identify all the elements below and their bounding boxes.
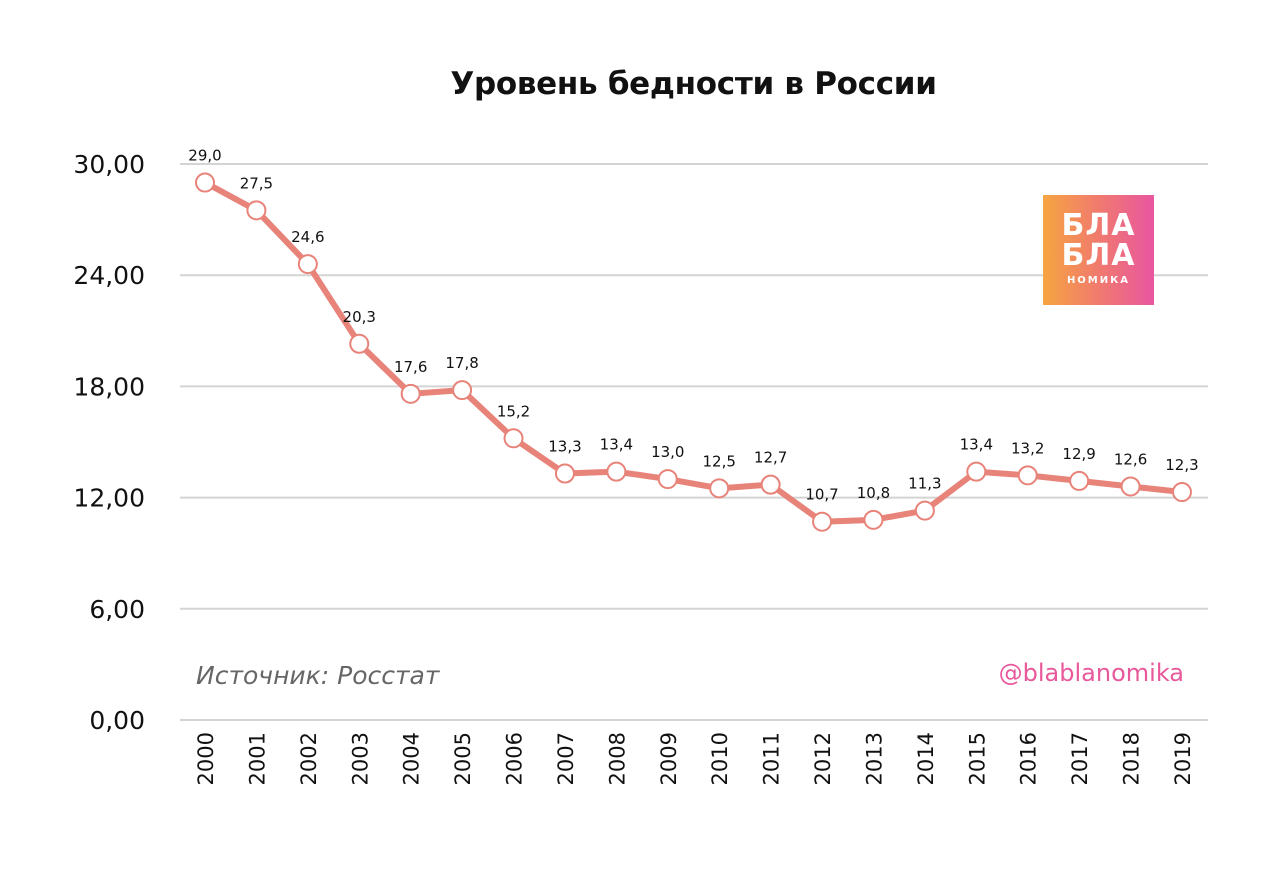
source-note: Источник: Росстат <box>196 661 440 690</box>
data-label: 10,7 <box>805 486 838 504</box>
x-tick-label: 2015 <box>965 732 989 785</box>
data-point <box>195 172 215 193</box>
data-point <box>297 254 318 275</box>
data-label: 12,5 <box>702 452 735 470</box>
y-tick-label: 30,00 <box>73 150 145 179</box>
x-tick-label: 2016 <box>1017 732 1041 785</box>
data-point <box>1171 482 1192 503</box>
x-tick-label: 2003 <box>348 732 372 785</box>
logo-line-1: БЛА <box>1061 208 1136 243</box>
data-label: 27,5 <box>240 174 273 192</box>
data-point <box>812 511 833 532</box>
data-label: 11,3 <box>908 475 941 493</box>
blablanomika-logo: БЛА БЛА НОМИКА <box>1043 195 1154 305</box>
x-tick-label: 2009 <box>657 732 681 785</box>
data-label: 17,6 <box>394 358 427 376</box>
x-tick-label: 2018 <box>1120 732 1144 785</box>
x-tick-label: 2000 <box>194 732 218 785</box>
data-label: 12,3 <box>1165 456 1198 474</box>
x-tick-label: 2005 <box>451 732 475 785</box>
x-tick-label: 2011 <box>760 732 784 785</box>
y-tick-label: 0,00 <box>89 706 145 735</box>
data-point <box>1069 470 1090 491</box>
data-point <box>400 383 421 404</box>
chart-title: Уровень бедности в России <box>450 66 937 102</box>
x-tick-label: 2006 <box>503 732 527 785</box>
x-tick-label: 2014 <box>914 732 938 785</box>
data-point <box>452 380 473 401</box>
x-tick-label: 2001 <box>245 732 269 785</box>
data-point <box>606 461 627 482</box>
x-tick-label: 2007 <box>554 732 578 785</box>
data-label: 13,4 <box>960 436 993 454</box>
data-label: 12,6 <box>1114 450 1147 468</box>
y-tick-label: 24,00 <box>73 261 145 290</box>
y-tick-label: 12,00 <box>73 484 145 513</box>
x-tick-label: 2013 <box>862 732 886 785</box>
data-point <box>503 428 524 449</box>
data-point <box>863 509 884 530</box>
data-label: 12,9 <box>1062 445 1095 463</box>
data-point <box>914 500 935 521</box>
data-label: 29,0 <box>188 147 221 165</box>
data-point <box>760 474 781 495</box>
data-point <box>1120 476 1141 497</box>
social-handle[interactable]: @blablanomika <box>998 659 1184 687</box>
data-point <box>657 469 678 490</box>
data-label: 15,2 <box>497 402 530 420</box>
y-tick-label: 6,00 <box>89 595 145 624</box>
data-label: 17,8 <box>445 354 478 372</box>
x-tick-label: 2017 <box>1068 732 1092 785</box>
data-point <box>1017 465 1038 486</box>
logo-line-3: НОМИКА <box>1066 275 1131 286</box>
x-tick-label: 2004 <box>400 732 424 785</box>
x-tick-label: 2012 <box>811 732 835 785</box>
y-tick-label: 18,00 <box>73 372 145 401</box>
x-tick-label: 2002 <box>297 732 321 785</box>
data-label: 12,7 <box>754 449 787 467</box>
data-label: 24,6 <box>291 228 324 246</box>
logo-line-2: БЛА <box>1061 238 1136 273</box>
data-label: 20,3 <box>343 308 376 326</box>
data-point <box>246 200 267 221</box>
data-label: 13,3 <box>548 438 581 456</box>
data-point <box>709 478 730 499</box>
x-tick-label: 2019 <box>1171 732 1195 785</box>
data-label: 13,2 <box>1011 439 1044 457</box>
data-point <box>554 463 575 484</box>
data-point <box>349 333 370 354</box>
data-label: 13,4 <box>600 436 633 454</box>
data-point <box>966 461 987 482</box>
data-label: 10,8 <box>857 484 890 502</box>
x-tick-label: 2010 <box>708 732 732 785</box>
data-label: 13,0 <box>651 443 684 461</box>
x-tick-label: 2008 <box>605 732 629 785</box>
